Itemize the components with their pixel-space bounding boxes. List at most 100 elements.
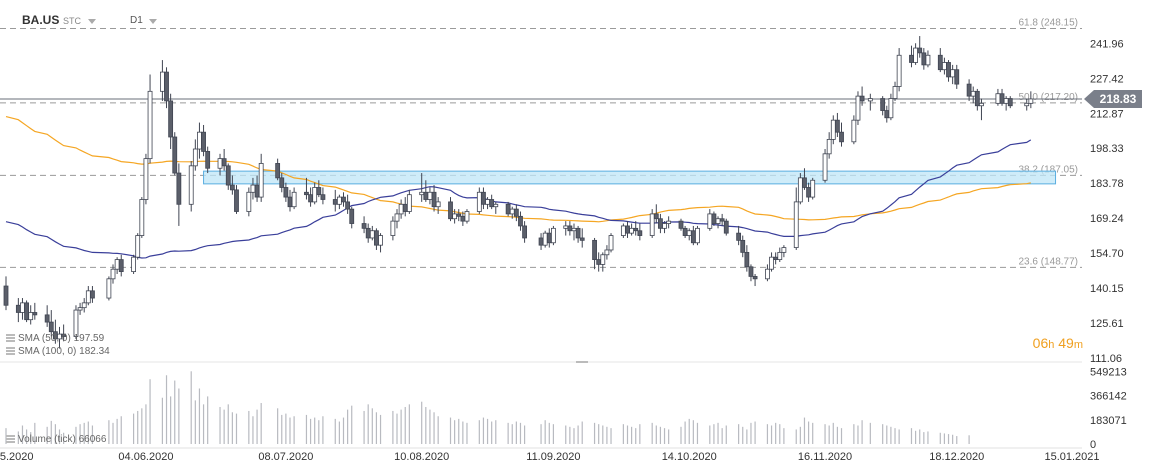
candle-bearish	[839, 131, 844, 143]
sma100-legend[interactable]: SMA (100, 0) 182.34	[6, 346, 110, 357]
candle-bearish	[24, 302, 29, 321]
volume-axis-tick: 549213	[1090, 366, 1127, 378]
candle-bullish	[888, 98, 894, 119]
indicator-settings-icon[interactable]	[6, 334, 15, 342]
candle-bullish	[73, 309, 79, 337]
volume-legend[interactable]: Volume (tick) 66066	[6, 434, 106, 445]
candle-bullish	[826, 139, 832, 155]
candle-bearish	[711, 213, 717, 224]
candle-bearish	[966, 83, 972, 97]
candle-bearish	[1007, 98, 1013, 107]
candle-bearish	[999, 93, 1005, 104]
candle-bearish	[690, 230, 696, 244]
candle-bearish	[974, 90, 980, 107]
candle-bearish	[884, 110, 890, 119]
candle-bearish	[567, 225, 573, 232]
candle-bearish	[201, 131, 206, 152]
price-axis-tick: 125.61	[1090, 318, 1124, 330]
candle-bullish	[85, 290, 91, 304]
pane-resize-handle	[576, 361, 588, 363]
candle-bullish	[855, 95, 861, 121]
candle-bullish	[867, 98, 873, 102]
candle-bearish	[505, 203, 511, 215]
sma100-legend-text: SMA (100, 0) 182.34	[18, 346, 110, 357]
candle-bullish	[369, 230, 375, 239]
indicator-settings-icon[interactable]	[6, 435, 15, 443]
price-axis-tick: 111.06	[1090, 353, 1122, 365]
candle-bearish	[719, 218, 725, 222]
candle-bullish	[378, 235, 383, 246]
candle-bullish	[604, 249, 610, 256]
sma50-legend[interactable]: SMA (50, 0) 197.59	[6, 333, 104, 344]
candle-bearish	[637, 230, 643, 236]
candle-bullish	[390, 220, 396, 236]
candle-bearish	[880, 98, 886, 111]
candle-bullish	[608, 235, 614, 251]
timer-hours-unit: h	[1048, 339, 1055, 351]
volume-axis-tick: 0	[1090, 439, 1096, 451]
candle-bearish	[752, 276, 758, 280]
timer-hours: 06	[1032, 335, 1049, 351]
candle-bearish	[575, 227, 581, 239]
candle-bullish	[1024, 102, 1030, 107]
candle-bullish	[1028, 98, 1034, 104]
symbol-dropdown-icon[interactable]	[88, 19, 96, 24]
candle-bullish	[147, 90, 153, 160]
volume-axis-tick: 183071	[1090, 415, 1127, 427]
time-axis-tick: 14.10.2020	[662, 451, 717, 463]
candle-bearish	[320, 194, 326, 200]
candle-bearish	[625, 225, 630, 234]
timeframe-dropdown-icon[interactable]	[149, 19, 157, 24]
price-axis-tick: 198.33	[1090, 143, 1124, 155]
candle-bullish	[1003, 98, 1009, 104]
candle-bullish	[551, 227, 556, 244]
candle-bullish	[217, 158, 223, 169]
time-axis-tick: 08.07.2020	[258, 451, 313, 463]
candle-bearish	[592, 239, 597, 260]
candle-bullish	[686, 230, 692, 236]
candle-bullish	[406, 194, 412, 212]
candle-countdown-timer: 06h 49m	[1033, 335, 1083, 351]
candle-bullish	[110, 268, 116, 280]
candle-bearish	[118, 259, 124, 273]
candle-bullish	[476, 191, 482, 212]
candle-bearish	[736, 232, 742, 241]
candle-bearish	[164, 71, 169, 102]
candle-bullish	[542, 232, 548, 246]
candle-bearish	[304, 191, 309, 196]
candle-bullish	[135, 235, 141, 258]
candle-bearish	[48, 321, 54, 333]
sma50-line	[5, 139, 1032, 259]
price-tag-layer: 218.83	[1084, 89, 1142, 108]
candle-bearish	[205, 151, 211, 169]
timeframe-label[interactable]: D1	[130, 15, 143, 26]
volume-bars-layer	[5, 371, 970, 444]
candle-bearish	[546, 232, 552, 244]
candle-bullish	[291, 191, 297, 208]
candle-bearish	[460, 215, 466, 222]
candle-bullish	[896, 54, 902, 87]
candle-bearish	[596, 259, 602, 265]
current-price-label: 218.83	[1100, 92, 1137, 106]
candle-bearish	[316, 187, 322, 196]
candle-bearish	[723, 220, 729, 234]
candle-bearish	[176, 172, 182, 205]
candle-bullish	[258, 163, 264, 198]
candle-bullish	[600, 254, 606, 265]
candle-bullish	[139, 199, 145, 236]
candle-bullish	[28, 312, 34, 321]
candle-bearish	[740, 239, 746, 253]
candle-bullish	[810, 179, 816, 198]
candle-bearish	[287, 196, 293, 208]
candle-bearish	[937, 54, 943, 71]
symbol-label[interactable]: BA.US	[22, 13, 60, 27]
resistance-zone-layer	[203, 170, 1057, 185]
candle-bearish	[283, 187, 289, 198]
fib-level-label: 23.6 (148.77)	[1019, 256, 1079, 267]
candle-bullish	[797, 177, 803, 203]
time-axis-tick: 10.08.2020	[394, 451, 449, 463]
candle-bearish	[168, 100, 174, 138]
candle-bullish	[452, 213, 458, 220]
indicator-settings-icon[interactable]	[6, 347, 15, 355]
